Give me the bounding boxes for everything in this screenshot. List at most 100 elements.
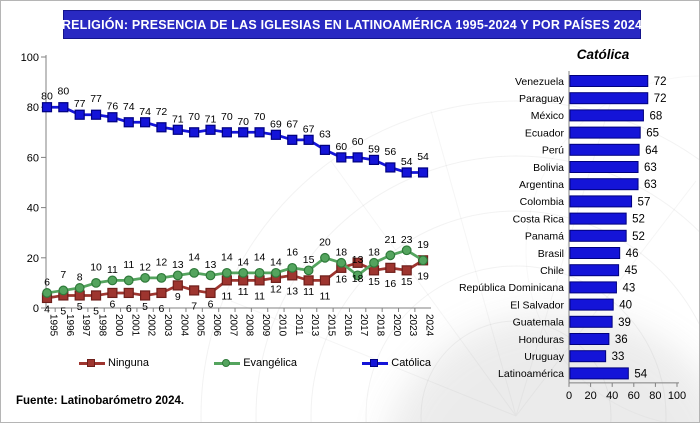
bar-chart-svg: Católica Venezuela 72 Paraguay 72 México 68 Ecu… <box>459 47 686 402</box>
country-bar <box>569 92 649 105</box>
series-line <box>47 105 424 174</box>
year-tick-label: 2020 <box>391 314 402 337</box>
data-point-marker <box>90 290 102 301</box>
catolica-by-country-bar-chart: Católica Venezuela 72 Paraguay 72 México 68 Ecu… <box>453 41 699 419</box>
country-bar <box>569 350 607 363</box>
legend-item-ninguna: Ninguna <box>79 357 149 369</box>
year-tick-label: 2005 <box>195 314 206 337</box>
data-point-label: 74 <box>139 106 151 118</box>
series-line <box>46 248 424 295</box>
data-point-marker <box>221 127 232 138</box>
data-point-label: 72 <box>156 106 168 118</box>
year-tick-label: 2023 <box>407 314 418 337</box>
year-tick-label: 2017 <box>358 314 369 337</box>
data-point-label: 14 <box>254 251 266 263</box>
bar-value-label: 72 <box>654 76 667 88</box>
year-tick-label: 2013 <box>309 314 320 337</box>
bar-row: Argentina 63 <box>519 178 657 191</box>
data-point-label: 60 <box>335 141 347 153</box>
country-label: Perú <box>542 145 564 157</box>
data-point-marker <box>107 275 118 286</box>
bar-row: Uruguay 33 <box>524 350 624 363</box>
legend-marker-evangélica <box>214 358 241 368</box>
bar-row: México 68 <box>531 109 662 122</box>
bar-value-label: 46 <box>626 248 639 260</box>
bar-value-label: 64 <box>645 145 658 157</box>
bar-row: República Dominicana 43 <box>459 281 635 294</box>
data-point-label: 71 <box>172 113 184 125</box>
data-point-label: 15 <box>401 276 413 288</box>
data-point-label: 63 <box>319 128 331 140</box>
bar-row: Bolivia 63 <box>533 161 657 174</box>
data-point-label: 67 <box>303 123 315 135</box>
data-point-marker <box>107 112 118 123</box>
data-point-label: 7 <box>60 269 66 281</box>
data-point-marker <box>319 275 331 286</box>
data-point-label: 6 <box>126 303 132 315</box>
data-point-marker <box>352 152 363 163</box>
data-point-label: 20 <box>319 236 331 248</box>
data-point-marker <box>205 124 216 135</box>
data-point-marker <box>352 270 363 281</box>
y-tick-label: 100 <box>21 52 39 64</box>
data-point-marker <box>205 287 216 299</box>
country-bar <box>569 143 640 156</box>
country-label: Uruguay <box>524 351 564 363</box>
data-point-label: 11 <box>303 286 314 298</box>
data-point-label: 19 <box>417 270 429 282</box>
data-point-label: 11 <box>107 264 118 276</box>
data-point-label: 5 <box>93 305 99 317</box>
country-label: Paraguay <box>519 93 565 105</box>
source-note: Fuente: Latinobarómetro 2024. <box>16 395 185 407</box>
bar-value-label: 40 <box>619 300 632 312</box>
bar-value-label: 36 <box>615 334 628 346</box>
data-point-label: 16 <box>335 273 347 285</box>
bar-x-tick-label: 80 <box>649 390 661 402</box>
data-point-label: 14 <box>221 251 233 263</box>
year-tick-label: 2010 <box>276 314 287 337</box>
country-label: El Salvador <box>510 299 564 311</box>
data-point-label: 19 <box>417 239 429 251</box>
data-point-marker <box>156 122 167 133</box>
bar-value-label: 68 <box>649 110 662 122</box>
data-point-marker <box>58 285 69 296</box>
data-point-label: 59 <box>368 143 380 155</box>
data-point-label: 6 <box>159 303 165 315</box>
data-point-label: 76 <box>107 101 119 113</box>
page-title-banner: RELIGIÓN: PRESENCIA DE LAS IGLESIAS EN L… <box>62 10 642 39</box>
data-point-marker <box>287 262 298 273</box>
data-point-marker <box>140 272 151 283</box>
data-point-marker <box>74 109 85 120</box>
country-label: Guatemala <box>513 317 565 329</box>
data-point-marker <box>74 283 85 293</box>
bar-x-tick-label: 20 <box>584 390 596 402</box>
year-tick-label: 2015 <box>325 314 336 337</box>
bar-x-tick-label: 40 <box>606 390 618 402</box>
country-label: Venezuela <box>515 76 564 88</box>
data-point-marker <box>172 280 183 291</box>
y-tick-label: 20 <box>27 253 39 265</box>
data-point-label: 56 <box>385 146 397 158</box>
data-point-label: 54 <box>417 151 429 163</box>
country-bar <box>569 195 633 208</box>
data-point-label: 8 <box>77 271 83 283</box>
bar-value-label: 43 <box>622 282 635 294</box>
data-point-label: 71 <box>205 113 217 125</box>
data-point-label: 70 <box>254 111 266 123</box>
y-tick-label: 40 <box>27 203 39 215</box>
year-tick-label: 1998 <box>97 314 108 337</box>
data-point-marker <box>238 267 249 278</box>
data-point-marker <box>189 267 200 278</box>
country-label: Costa Rica <box>513 213 565 225</box>
year-tick-label: 1997 <box>80 314 91 337</box>
legend-label: Evangélica <box>243 357 298 369</box>
data-point-label: 18 <box>368 246 380 258</box>
data-point-marker <box>271 267 281 278</box>
data-point-marker <box>303 134 314 145</box>
bar-x-tick-label: 60 <box>628 390 640 402</box>
year-tick-label: 2007 <box>227 314 238 337</box>
bar-value-label: 72 <box>654 93 667 105</box>
bar-row: El Salvador 40 <box>510 298 632 312</box>
data-point-marker <box>254 127 265 138</box>
